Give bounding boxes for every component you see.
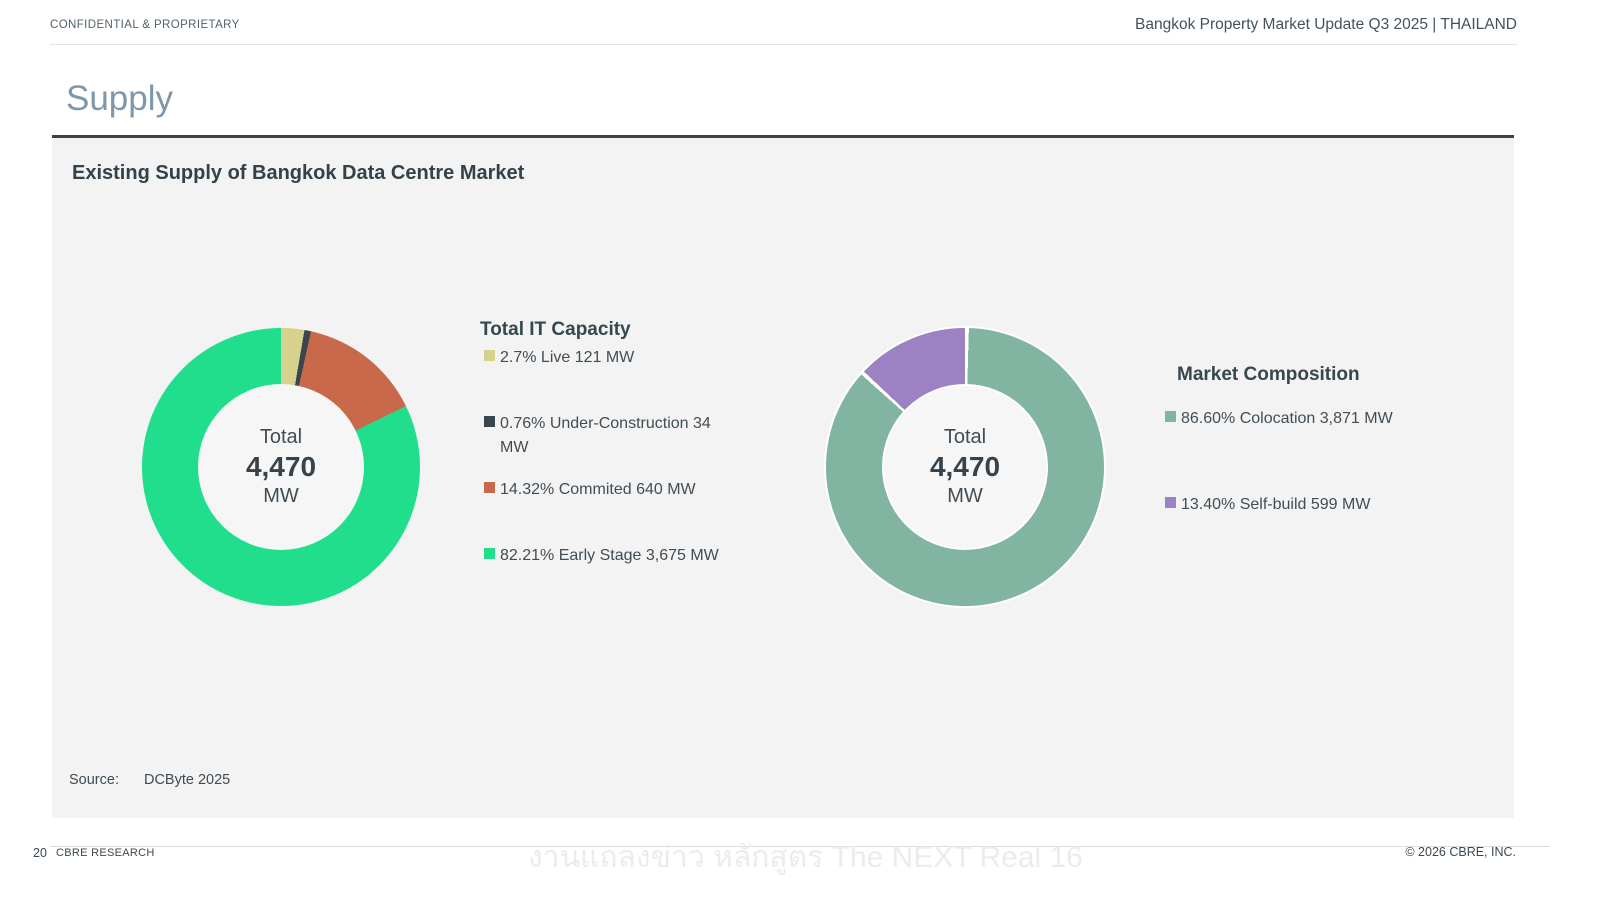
legend-label: 0.76% Under-Construction 34 MW	[500, 415, 711, 456]
legend-label: 82.21% Early Stage 3,675 MW	[500, 547, 719, 564]
legend-item-under-construction: 0.76% Under-Construction 34 MW	[484, 412, 730, 460]
header-divider	[50, 44, 1517, 45]
donut-chart-market-composition: Total 4,470 MW	[826, 328, 1104, 606]
legend-label: 2.7% Live 121 MW	[500, 349, 635, 366]
legend-item-commited: 14.32% Commited 640 MW	[484, 478, 696, 502]
chart-section-heading: Existing Supply of Bangkok Data Centre M…	[72, 162, 525, 184]
source-note: Source: DCByte 2025	[69, 772, 230, 788]
donut-center-label: Total	[259, 426, 303, 449]
page-number: 20	[33, 846, 47, 860]
donut-chart-total-it-capacity: Total 4,470 MW	[142, 328, 420, 606]
source-label: Source:	[69, 772, 119, 788]
page-title: Supply	[66, 79, 174, 118]
footer-brand: CBRE RESEARCH	[56, 847, 155, 859]
report-title: Bangkok Property Market Update Q3 2025 |…	[1135, 16, 1517, 33]
legend-swatch-self-build	[1165, 497, 1176, 508]
legend-title: Market Composition	[1177, 364, 1360, 385]
legend-label: 14.32% Commited 640 MW	[500, 481, 696, 498]
legend-item-self-build: 13.40% Self-build 599 MW	[1165, 493, 1370, 517]
footer-copyright: © 2026 CBRE, INC.	[1405, 845, 1516, 859]
legend-label: 13.40% Self-build 599 MW	[1181, 496, 1371, 513]
legend-swatch-commited	[484, 482, 495, 493]
donut-center-value: 4,470	[929, 451, 1001, 483]
donut-center-label: Total	[943, 426, 987, 449]
donut-center-unit: MW	[263, 484, 299, 507]
donut-hole: Total 4,470 MW	[198, 384, 364, 550]
legend-item-live: 2.7% Live 121 MW	[484, 346, 634, 370]
legend-item-colocation: 86.60% Colocation 3,871 MW	[1165, 407, 1393, 431]
donut-center-unit: MW	[947, 484, 983, 507]
legend-swatch-under-construction	[484, 416, 495, 427]
legend-title: Total IT Capacity	[480, 319, 631, 340]
footer-divider	[50, 846, 1550, 847]
donut-hole: Total 4,470 MW	[882, 384, 1048, 550]
confidential-label: CONFIDENTIAL & PROPRIETARY	[50, 19, 240, 31]
legend-swatch-early-stage	[484, 548, 495, 559]
donut-center-value: 4,470	[245, 451, 317, 483]
content-panel: Existing Supply of Bangkok Data Centre M…	[52, 138, 1514, 818]
watermark-text: งานแถลงข่าว หลักสูตร The NEXT Real 16	[528, 841, 1083, 874]
source-value: DCByte 2025	[143, 772, 231, 788]
legend-swatch-colocation	[1165, 411, 1176, 422]
title-underline	[52, 135, 1514, 138]
legend-swatch-live	[484, 350, 495, 361]
legend-item-early-stage: 82.21% Early Stage 3,675 MW	[484, 544, 719, 568]
legend-total-it-capacity: Total IT Capacity 2.7% Live 121 MW 0.76%…	[480, 319, 750, 564]
legend-label: 86.60% Colocation 3,871 MW	[1181, 410, 1393, 427]
legend-market-composition: Market Composition 86.60% Colocation 3,8…	[1163, 364, 1463, 513]
